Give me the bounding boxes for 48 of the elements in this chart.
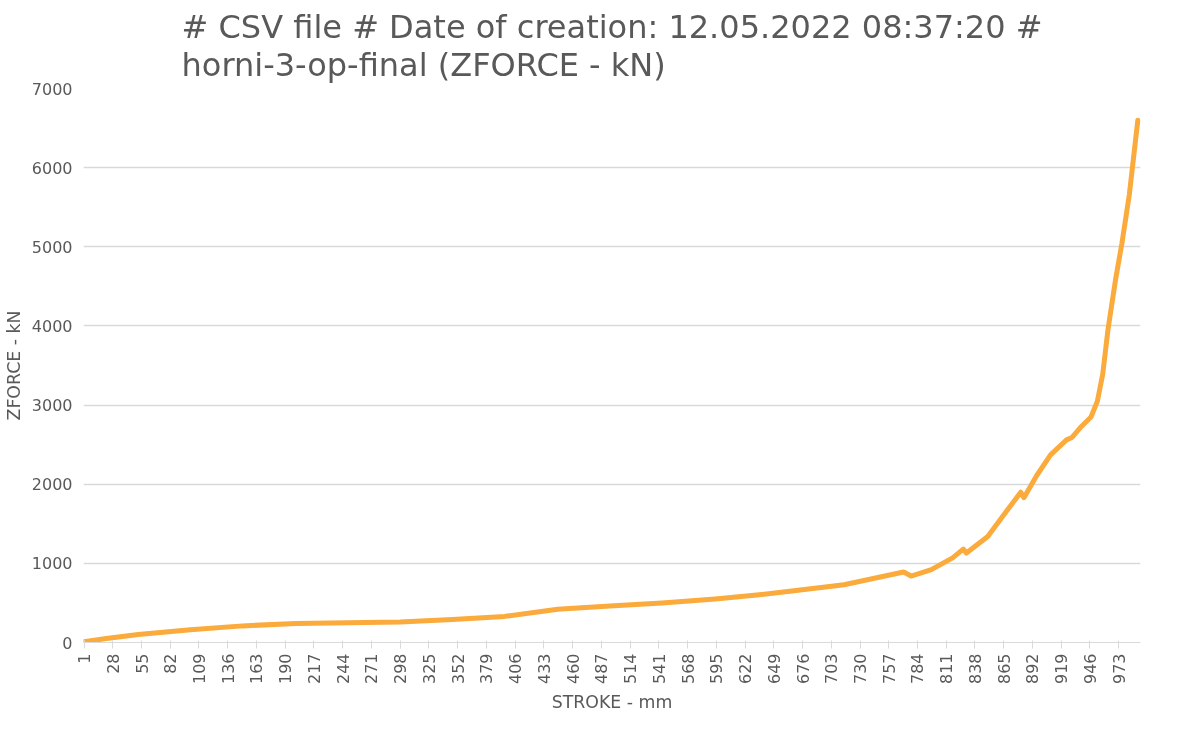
x-tick-label: 1	[75, 653, 95, 664]
y-axis-title: ZFORCE - kN	[3, 310, 24, 421]
x-tick-label: 730	[851, 653, 871, 685]
x-tick-label: 514	[621, 653, 641, 685]
y-tick-label: 6000	[31, 158, 73, 178]
x-tick-label: 352	[448, 653, 468, 685]
x-tick-label: 622	[736, 653, 756, 685]
x-tick-label: 946	[1080, 653, 1100, 685]
x-tick-label: 325	[419, 653, 439, 685]
x-tick-label: 28	[103, 653, 123, 674]
y-tick-label: 0	[62, 633, 73, 653]
y-tick-label: 2000	[31, 475, 73, 495]
y-tick-label: 1000	[31, 554, 73, 574]
x-tick-label: 460	[563, 653, 583, 685]
chart-title: # CSV file # Date of creation: 12.05.2022 08:37:20 # horni-3-op-final (ZFORCE - kN)	[181, 7, 1043, 84]
x-tick-label: 838	[965, 653, 985, 685]
x-tick-label: 190	[276, 653, 296, 685]
x-tick-label: 757	[879, 653, 899, 685]
x-tick-label: 379	[477, 653, 497, 685]
x-tick-label: 541	[649, 653, 669, 685]
x-tick-label: 244	[333, 653, 353, 685]
x-tick-label: 487	[592, 653, 612, 685]
x-tick-label: 298	[391, 653, 411, 685]
y-tick-label: 3000	[31, 396, 73, 416]
x-tick-label: 676	[793, 653, 813, 685]
x-tick-label: 919	[1052, 653, 1072, 685]
x-tick-label: 784	[908, 653, 928, 685]
x-tick-label: 109	[189, 653, 209, 685]
x-tick-label: 973	[1109, 653, 1129, 685]
x-tick-label: 55	[132, 653, 152, 674]
x-tick-label: 163	[247, 653, 267, 685]
x-tick-label: 649	[764, 653, 784, 685]
x-tick-label: 82	[161, 653, 181, 674]
y-tick-label: 5000	[31, 237, 73, 257]
x-tick-label: 811	[937, 653, 957, 685]
y-tick-label: 4000	[31, 316, 73, 336]
x-tick-label: 892	[1023, 653, 1043, 685]
x-tick-label: 406	[506, 653, 526, 685]
x-axis-title: STROKE - mm	[551, 692, 673, 713]
x-tick-label: 595	[707, 653, 727, 685]
x-tick-label: 865	[994, 653, 1014, 685]
x-tick-label: 217	[304, 653, 324, 685]
x-tick-label: 136	[218, 653, 238, 685]
x-tick-label: 433	[534, 653, 554, 685]
x-tick-label: 271	[362, 653, 382, 685]
x-tick-label: 703	[822, 653, 842, 685]
x-tick-label: 568	[678, 653, 698, 685]
y-tick-label: 7000	[31, 79, 73, 99]
